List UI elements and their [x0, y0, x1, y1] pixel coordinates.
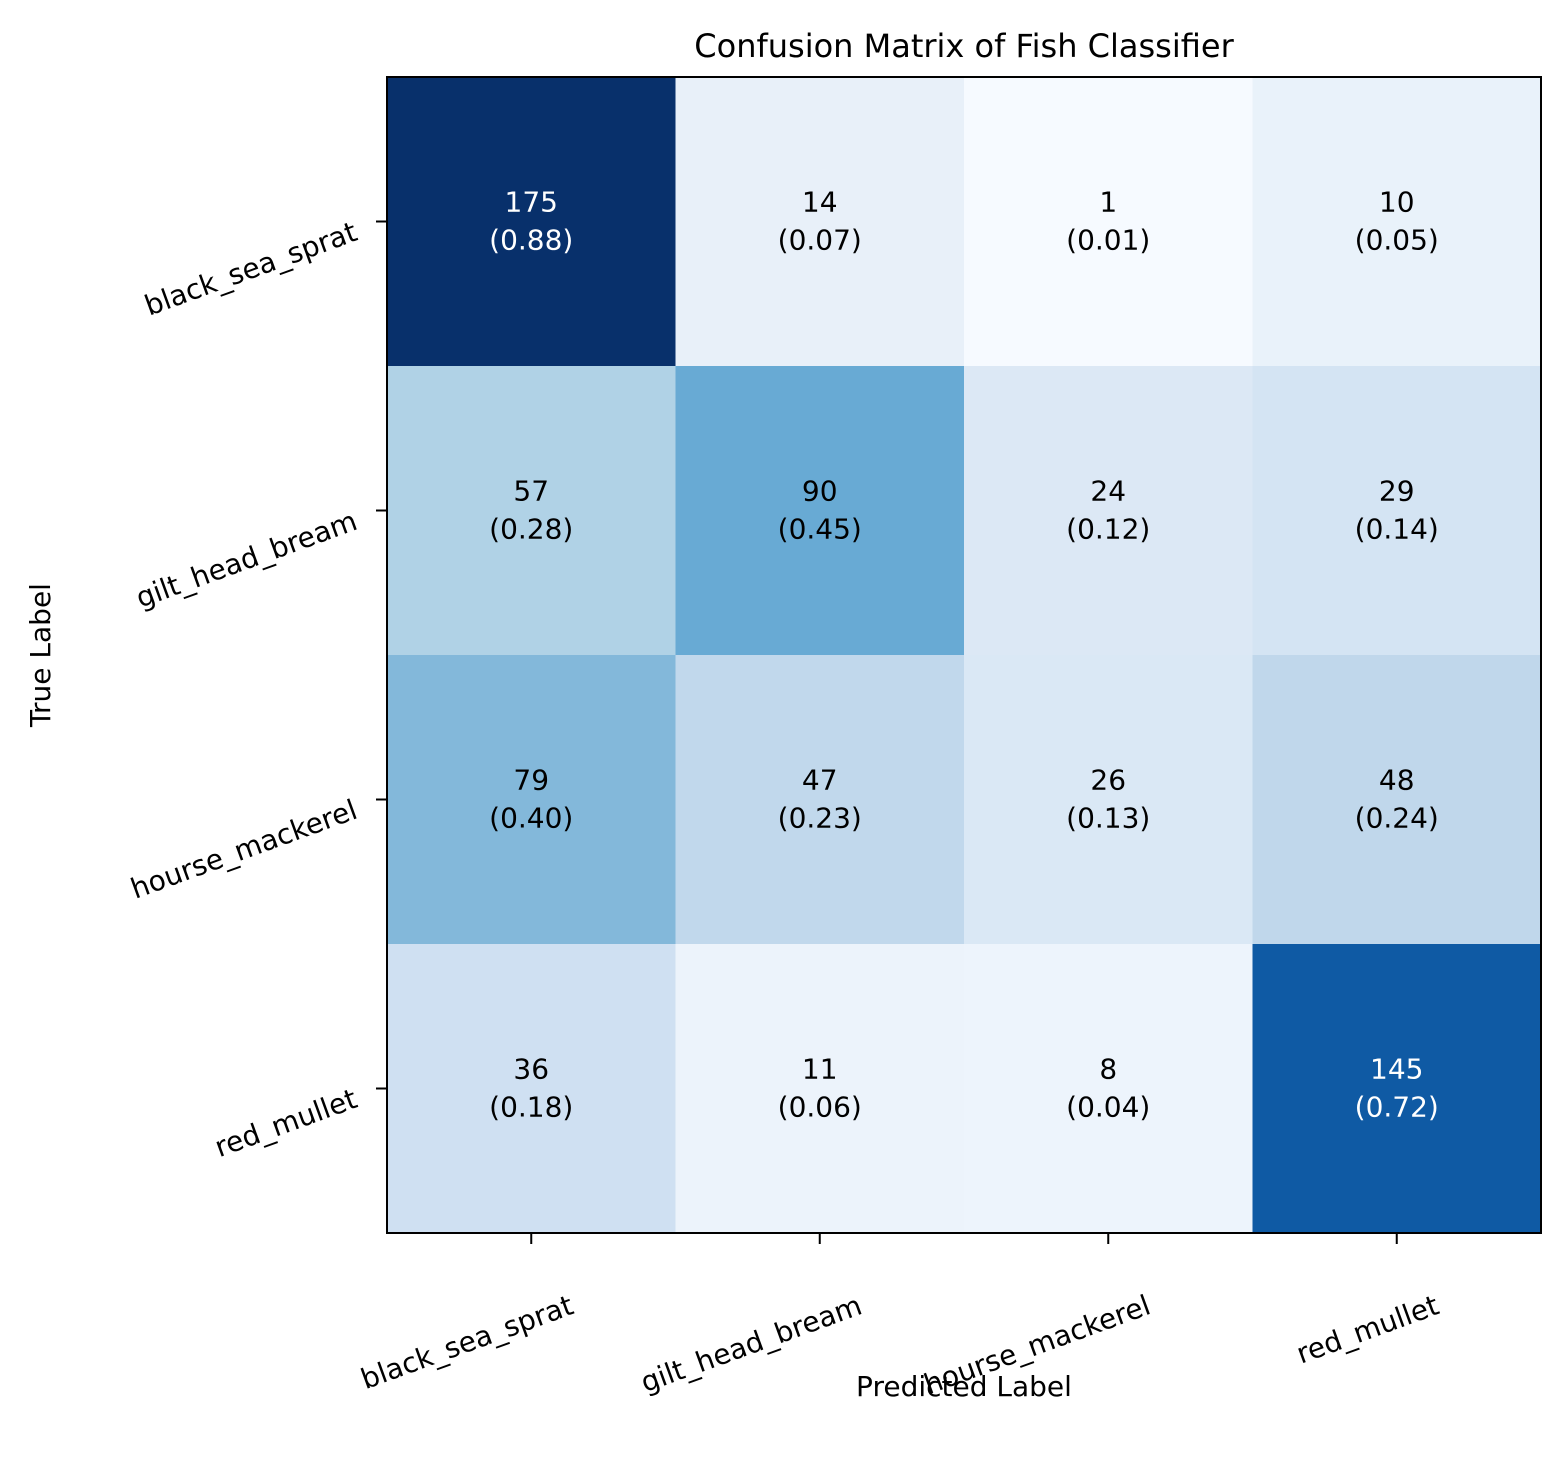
chart-title: Confusion Matrix of Fish Classifier	[694, 27, 1234, 65]
y-axis-label: True Label	[24, 583, 57, 728]
cell-count-label: 10	[1379, 186, 1415, 219]
heatmap-cell	[387, 655, 676, 945]
heatmap-cell	[1252, 366, 1542, 656]
cell-labels: 175 (0.88) 14 (0.07) 1 (0.01) 10 (0.05) 57 (0.28)…	[489, 186, 1439, 1124]
cell-count-label: 48	[1379, 764, 1415, 797]
cell-count-label: 79	[513, 764, 549, 797]
cell-count-label: 11	[802, 1053, 838, 1086]
cell-count-label: 36	[513, 1053, 549, 1086]
heatmap-cell	[1252, 944, 1542, 1234]
heatmap-cell	[387, 944, 676, 1234]
y-tick-label: black_sea_sprat	[140, 215, 361, 322]
heatmap-cell	[675, 366, 965, 656]
heatmap-cell	[964, 366, 1253, 656]
heatmap-cell	[675, 77, 965, 367]
cell-ratio-label: (0.24)	[1355, 802, 1439, 835]
cell-ratio-label: (0.40)	[489, 802, 573, 835]
cell-count-label: 29	[1379, 475, 1415, 508]
cell-ratio-label: (0.01)	[1066, 224, 1150, 257]
heatmap-cell	[964, 655, 1253, 945]
cell-count-label: 1	[1099, 186, 1117, 219]
heatmap-cell	[1252, 77, 1542, 367]
heatmap-cell	[964, 944, 1253, 1234]
y-tick-label: gilt_head_bream	[132, 504, 362, 615]
x-tick-label: red_mullet	[1292, 1289, 1443, 1371]
y-tick-label: hourse_mackerel	[126, 793, 361, 905]
cell-ratio-label: (0.23)	[778, 802, 862, 835]
x-axis-label: Predicted Label	[856, 1370, 1072, 1403]
cell-ratio-label: (0.14)	[1355, 513, 1439, 546]
cell-ratio-label: (0.05)	[1355, 224, 1439, 257]
cell-count-label: 57	[513, 475, 549, 508]
plot-frame	[386, 76, 1542, 1234]
cell-ratio-label: (0.06)	[778, 1091, 862, 1124]
cell-ratio-label: (0.04)	[1066, 1091, 1150, 1124]
cell-count-label: 145	[1370, 1053, 1423, 1086]
cell-count-label: 90	[802, 475, 838, 508]
cell-count-label: 26	[1090, 764, 1126, 797]
cell-ratio-label: (0.88)	[489, 224, 573, 257]
x-tick-label: gilt_head_bream	[636, 1289, 866, 1400]
heatmap-cell	[1252, 655, 1542, 945]
y-axis-ticks: black_sea_sprat gilt_head_bream hourse_mac…	[126, 215, 387, 1164]
cell-ratio-label: (0.28)	[489, 513, 573, 546]
cell-count-label: 8	[1099, 1053, 1117, 1086]
cell-count-label: 14	[802, 186, 838, 219]
cell-ratio-label: (0.07)	[778, 224, 862, 257]
cell-ratio-label: (0.45)	[778, 513, 862, 546]
heatmap-cells	[387, 77, 1542, 1234]
heatmap-cell	[387, 366, 676, 656]
heatmap-cell	[964, 77, 1253, 367]
cell-ratio-label: (0.12)	[1066, 513, 1150, 546]
cell-ratio-label: (0.13)	[1066, 802, 1150, 835]
cell-ratio-label: (0.72)	[1355, 1091, 1439, 1124]
heatmap-cell	[675, 944, 965, 1234]
x-tick-label: black_sea_sprat	[357, 1289, 578, 1396]
cell-count-label: 24	[1090, 475, 1126, 508]
cell-ratio-label: (0.18)	[489, 1091, 573, 1124]
y-tick-label: red_mullet	[210, 1082, 361, 1164]
cell-count-label: 47	[802, 764, 838, 797]
heatmap-cell	[387, 77, 676, 367]
heatmap-cell	[675, 655, 965, 945]
cell-count-label: 175	[505, 186, 558, 219]
